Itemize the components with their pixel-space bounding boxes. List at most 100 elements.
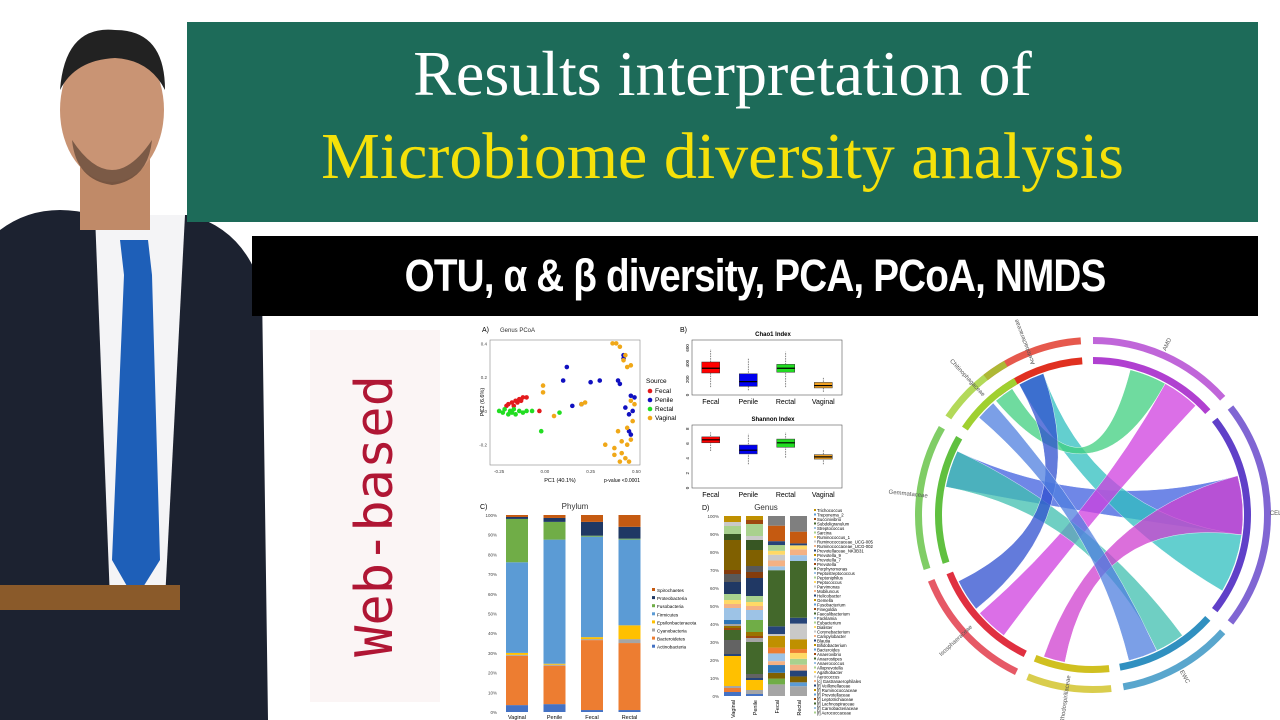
chord-segment <box>935 436 963 564</box>
legend-label: Anaerovibrio <box>817 652 842 657</box>
legend-label: Streptococcus <box>817 526 844 531</box>
bar-segment <box>724 540 741 570</box>
bar-segment <box>724 628 741 630</box>
legend-label: Epsilonbacteraeota <box>657 620 697 625</box>
chord-segment <box>1093 337 1226 401</box>
legend-marker <box>652 612 655 616</box>
data-point <box>628 398 634 404</box>
chart-title: Genus <box>754 503 778 512</box>
segment-label: EWC <box>1178 670 1190 686</box>
bar-segment <box>768 566 785 571</box>
data-point <box>579 401 584 407</box>
bar-segment <box>768 661 785 666</box>
data-point <box>628 432 634 437</box>
data-point <box>623 352 628 358</box>
chart-title: Chao1 Index <box>755 332 791 338</box>
y-tick-label: -0.2 <box>479 443 487 448</box>
x-tick-label: 0.00 <box>540 469 549 474</box>
legend-marker <box>814 653 816 655</box>
legend-label: [f] Ruminococcaceae <box>817 688 858 693</box>
legend-label: Proteobacteria <box>657 596 687 601</box>
segment-label: AMD <box>1162 337 1173 352</box>
y-tick-label: 60% <box>488 592 497 597</box>
data-point <box>617 459 623 464</box>
y-tick-label: 0% <box>712 694 719 699</box>
data-point <box>623 405 628 410</box>
bar-segment <box>746 520 763 524</box>
legend-label: Gemella <box>817 598 834 603</box>
legend-label: Facklamia <box>817 616 837 621</box>
legend-label: [f] Carnobacteriaceae <box>817 706 859 711</box>
bar-segment <box>581 536 603 638</box>
legend-marker <box>814 639 816 642</box>
legend-label: [c] Gastranaerophilales <box>817 679 861 684</box>
data-point <box>623 455 628 461</box>
x-tick-label: Penile <box>739 492 759 499</box>
legend-marker <box>814 707 816 709</box>
legend-label: Faecalibacterium <box>817 612 850 617</box>
legend-label: Prevotella_9 <box>817 553 841 558</box>
data-point <box>520 410 526 415</box>
data-point <box>540 383 546 388</box>
x-tick-label: 0.25 <box>586 469 595 474</box>
segment-label: Gemmataceae <box>888 490 928 500</box>
bar-segment <box>746 620 763 632</box>
bar-segment <box>746 572 763 578</box>
data-point <box>617 381 623 387</box>
chord-link <box>1043 475 1244 663</box>
bar-segment <box>618 643 641 711</box>
y-tick-label: 600 <box>685 344 690 352</box>
data-point <box>610 341 615 346</box>
data-point <box>560 378 566 383</box>
chord-segment <box>962 378 1018 431</box>
data-point <box>632 395 637 400</box>
bar-segment <box>790 543 807 546</box>
bar-segment <box>790 686 807 696</box>
legend-marker <box>814 536 816 538</box>
bar-segment <box>746 550 763 566</box>
y-tick-label: 90% <box>488 533 497 538</box>
legend-label: Trichococcus <box>817 508 842 513</box>
bar-segment <box>746 632 763 636</box>
y-tick-label: 50% <box>710 604 719 609</box>
data-point <box>557 410 562 415</box>
legend-marker <box>814 702 816 705</box>
bar-segment <box>768 665 785 673</box>
y-tick-label: 200 <box>685 375 690 383</box>
bar-segment <box>768 653 785 662</box>
y-tick-label: 10% <box>488 690 497 695</box>
bar-segment <box>543 663 566 665</box>
bar-segment <box>724 692 741 696</box>
bar-segment <box>724 516 741 522</box>
data-point <box>615 428 621 434</box>
bar-segment <box>768 545 785 551</box>
bar-segment <box>746 578 763 596</box>
chord-link <box>978 402 1158 661</box>
data-point <box>516 408 522 414</box>
bar-segment <box>790 676 807 683</box>
legend-marker <box>647 406 653 412</box>
y-tick-label: 20% <box>710 658 719 663</box>
data-point <box>564 364 570 370</box>
data-point <box>529 408 535 414</box>
data-point <box>504 403 509 409</box>
bar-segment <box>543 704 566 712</box>
bar-segment <box>768 634 785 636</box>
panel-label: B) <box>680 327 687 334</box>
title-banner: Results interpretation of Microbiome div… <box>187 22 1258 222</box>
bar-segment <box>724 620 741 624</box>
legend-label: Firmicutes <box>657 612 679 617</box>
legend-label: Succinivibrio <box>817 517 842 522</box>
bar-segment <box>724 686 741 688</box>
chord-segment <box>946 571 1027 658</box>
legend-marker <box>814 527 816 529</box>
bar-segment <box>581 639 603 641</box>
legend-marker <box>814 563 816 565</box>
bar-segment <box>768 626 785 635</box>
legend-label: Vaginal <box>655 415 677 422</box>
bar-segment <box>746 602 763 606</box>
legend-label: [f] Prevotellaceae <box>817 693 851 698</box>
y-tick-label: 60% <box>710 586 719 591</box>
y-axis-label: PC2 (6.6%) <box>480 388 486 417</box>
legend-label: Fusobacteria <box>657 604 684 609</box>
